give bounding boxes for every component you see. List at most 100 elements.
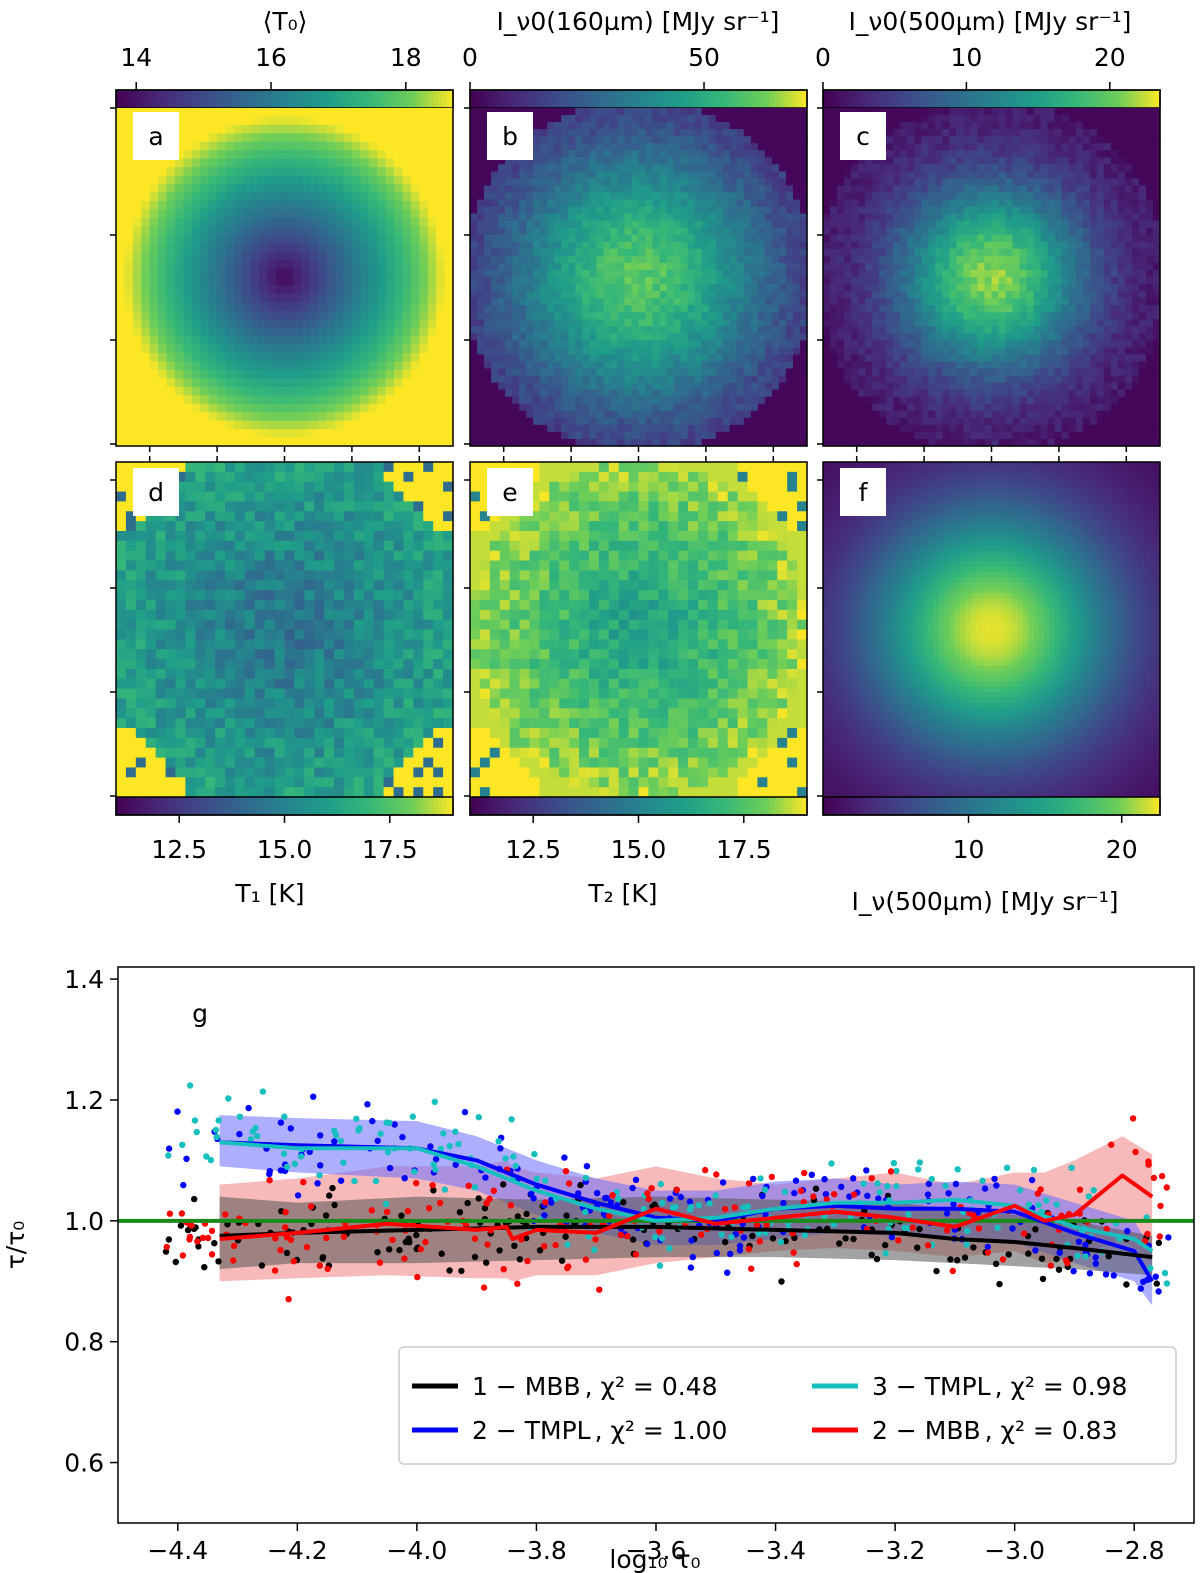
map-pixel: [402, 150, 412, 160]
map-pixel: [470, 326, 478, 334]
map-pixel: [491, 382, 499, 391]
map-pixel: [921, 164, 929, 172]
map-pixel: [1061, 248, 1070, 257]
map-pixel: [743, 298, 752, 306]
map-pixel: [757, 206, 766, 215]
map-pixel: [526, 403, 534, 412]
map-pixel: [750, 227, 759, 236]
map-pixel: [519, 347, 527, 356]
map-pixel: [419, 361, 429, 371]
map-pixel: [561, 248, 569, 257]
map-pixel: [318, 167, 328, 177]
map-pixel: [233, 124, 243, 134]
map-pixel: [360, 209, 370, 219]
map-pixel: [335, 260, 345, 270]
map-pixel: [360, 437, 370, 447]
map-pixel: [540, 396, 548, 405]
map-pixel: [402, 302, 412, 312]
map-pixel: [610, 185, 619, 194]
map-pixel: [708, 206, 717, 215]
map-pixel: [250, 319, 260, 329]
map-pixel: [589, 347, 597, 356]
map-pixel: [267, 395, 277, 405]
map-pixel: [1075, 164, 1084, 172]
map-pixel: [638, 438, 647, 447]
map-pixel: [701, 340, 710, 349]
map-pixel: [886, 248, 894, 257]
map-pixel: [427, 429, 437, 439]
map-pixel: [743, 382, 752, 391]
map-pixel: [1110, 178, 1119, 187]
map-pixel: [1110, 241, 1119, 250]
map-pixel: [757, 347, 766, 356]
map-pixel: [652, 248, 661, 257]
map-pixel: [498, 108, 506, 116]
colorbar-tick-label: 18: [390, 43, 422, 72]
map-pixel: [174, 116, 185, 126]
map-pixel: [141, 175, 151, 185]
map-pixel: [624, 389, 633, 398]
map-pixel: [351, 116, 361, 126]
map-pixel: [729, 234, 738, 243]
map-pixel: [942, 164, 950, 172]
map-pixel: [624, 206, 633, 215]
map-pixel: [141, 226, 151, 236]
map-pixel: [368, 395, 378, 405]
map-pixel: [141, 268, 151, 278]
map-pixel: [617, 431, 626, 440]
map-pixel: [729, 262, 738, 271]
map-pixel: [645, 326, 654, 334]
map-pixel: [568, 368, 576, 377]
map-pixel: [603, 262, 612, 271]
map-pixel: [701, 389, 710, 398]
map-pixel: [935, 157, 943, 165]
map-pixel: [250, 175, 260, 185]
map-pixel: [1110, 220, 1119, 229]
map-pixel: [242, 217, 252, 227]
map-pixel: [984, 157, 993, 165]
map-pixel: [1075, 115, 1084, 123]
map-pixel: [743, 319, 752, 327]
map-pixel: [427, 209, 437, 219]
map-pixel: [284, 336, 294, 346]
map-pixel: [575, 305, 583, 313]
map-pixel: [276, 369, 286, 379]
map-pixel: [886, 185, 894, 194]
map-pixel: [792, 227, 801, 236]
map-pixel: [638, 396, 647, 405]
map-pixel: [568, 150, 576, 158]
map-pixel: [900, 143, 908, 151]
map-pixel: [673, 284, 682, 292]
map-pixel: [410, 243, 420, 253]
map-pixel: [708, 431, 717, 440]
map-pixel: [191, 437, 201, 447]
map-pixel: [292, 378, 302, 388]
map-pixel: [124, 412, 134, 422]
map-pixel: [823, 115, 831, 123]
map-pixel: [928, 241, 936, 250]
map-pixel: [1047, 136, 1056, 144]
map-pixel: [575, 368, 583, 377]
map-pixel: [785, 403, 794, 412]
map-pixel: [830, 143, 838, 151]
map-pixel: [1138, 248, 1147, 257]
map-pixel: [477, 291, 485, 299]
map-pixel: [830, 199, 838, 208]
map-pixel: [512, 438, 520, 447]
map-pixel: [200, 200, 210, 210]
map-pixel: [778, 417, 787, 426]
map-pixel: [233, 108, 243, 118]
map-pixel: [942, 248, 950, 257]
map-pixel: [410, 192, 420, 202]
map-pixel: [141, 420, 151, 430]
map-pixel: [444, 226, 454, 236]
map-pixel: [419, 243, 429, 253]
map-pixel: [715, 171, 724, 180]
map-pixel: [554, 269, 562, 278]
map-pixel: [250, 429, 260, 439]
map-pixel: [335, 234, 345, 244]
map-pixel: [132, 327, 142, 337]
map-pixel: [900, 178, 908, 187]
map-pixel: [547, 115, 555, 123]
map-pixel: [419, 200, 429, 210]
